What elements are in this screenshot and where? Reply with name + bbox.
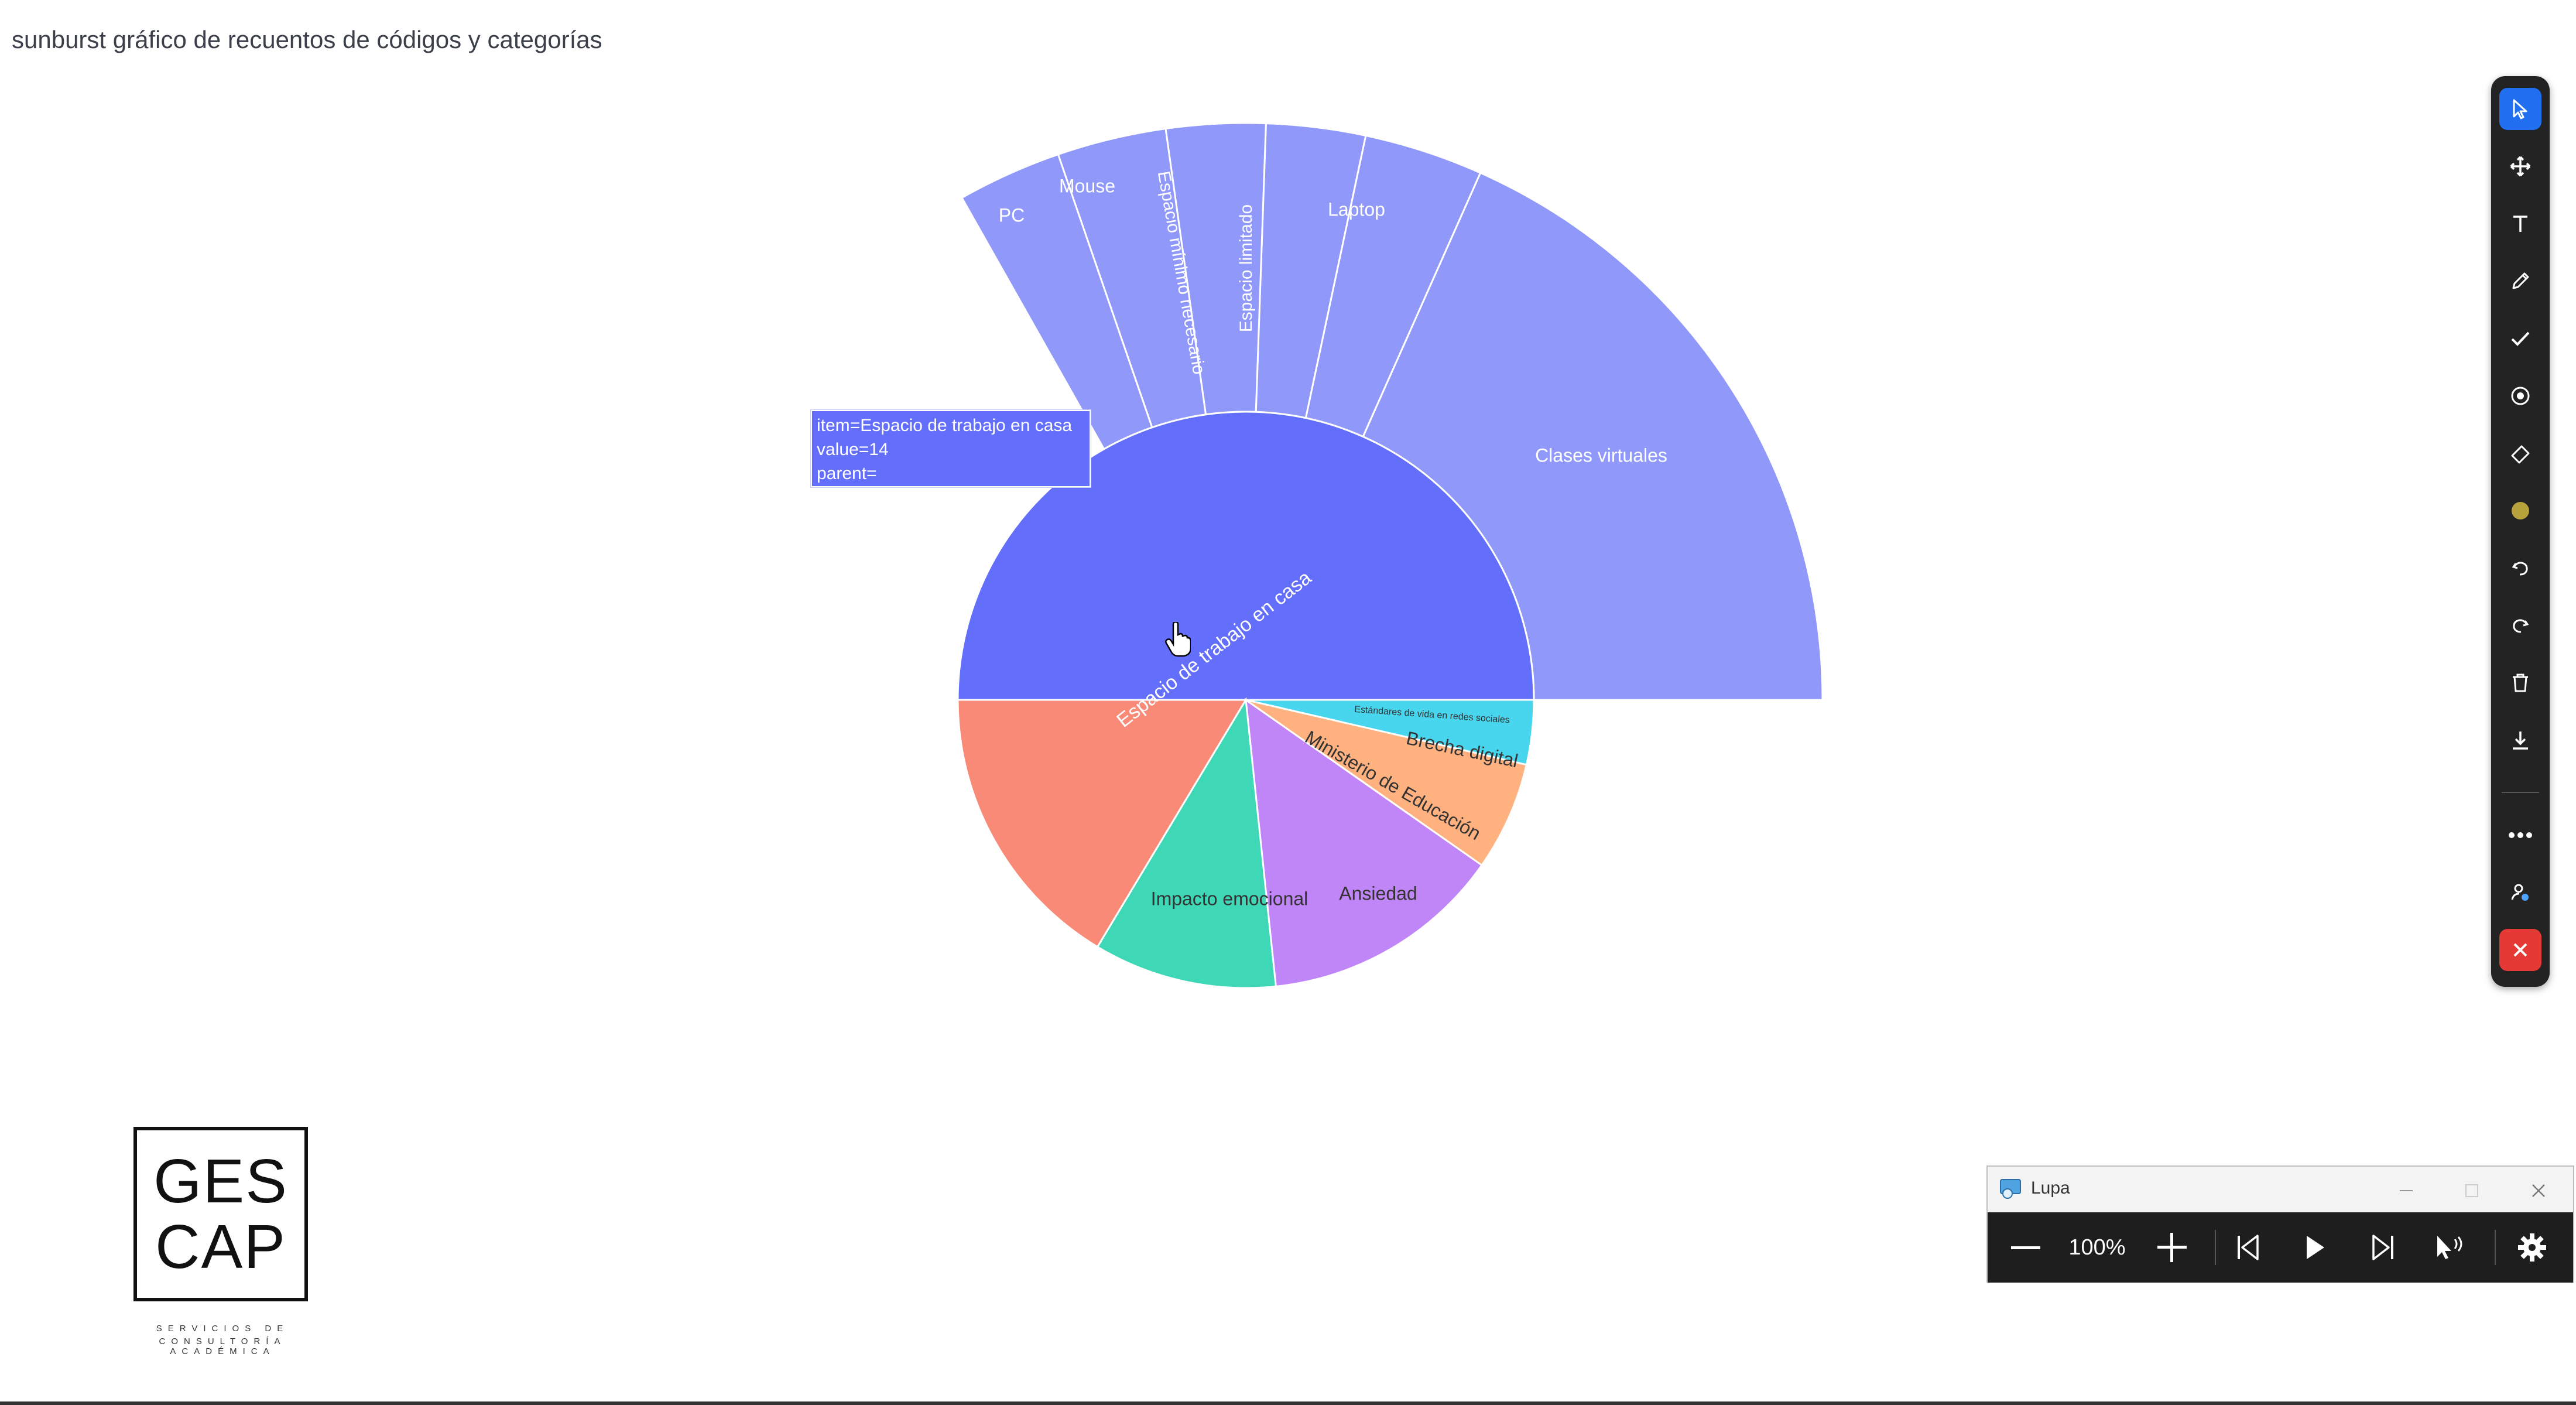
slice-label-pc: PC [999, 204, 1025, 225]
slice-label-impacto-emocional: Impacto emocional [1151, 888, 1308, 909]
gescap-logo: GES CAP [133, 1127, 308, 1301]
slice-label-mouse: Mouse [1059, 175, 1115, 196]
hover-line-parent: parent= [817, 464, 877, 483]
eraser-icon[interactable] [2499, 432, 2541, 474]
magnifier-controls: 100% [1988, 1212, 2573, 1283]
download-icon[interactable] [2499, 719, 2541, 761]
page-title: sunburst gráfico de recuentos de códigos… [12, 26, 602, 53]
taskbar-edge [0, 1401, 2576, 1405]
move-icon[interactable] [2499, 145, 2541, 187]
hover-tooltip: item=Espacio de trabajo en casa value=14… [811, 410, 1091, 487]
separator [2215, 1230, 2216, 1265]
settings-button[interactable] [2509, 1225, 2556, 1270]
slice-label-laptop: Laptop [1328, 199, 1385, 220]
skip-forward-icon [2372, 1235, 2393, 1260]
slice-brecha-digital[interactable] [1245, 699, 1528, 867]
slice-ministerio-de-educacion[interactable] [1245, 698, 1484, 987]
logo-subtitle-1: SERVICIOS DE [156, 1324, 289, 1334]
zoom-out-button[interactable] [2005, 1225, 2046, 1270]
trash-icon[interactable] [2499, 662, 2541, 704]
next-button[interactable] [2362, 1225, 2403, 1270]
read-from-pointer-button[interactable] [2430, 1225, 2471, 1270]
hand-cursor-icon [1165, 622, 1191, 657]
annotation-toolbar [2491, 76, 2550, 987]
more-icon[interactable] [2499, 814, 2541, 856]
magnifier-app-icon [2000, 1179, 2021, 1199]
text-icon[interactable] [2499, 203, 2541, 245]
pen-icon[interactable] [2499, 260, 2541, 302]
gear-icon [2518, 1233, 2546, 1262]
logo-subtitle-2: CONSULTORÍA ACADÉMICA [159, 1336, 286, 1356]
slice-impacto-emocional[interactable] [957, 699, 1248, 948]
pointer-speaker-icon [2437, 1236, 2462, 1259]
target-icon[interactable] [2499, 375, 2541, 417]
plus-icon [2157, 1233, 2187, 1262]
hover-line-value: value=14 [817, 440, 889, 459]
check-icon[interactable] [2499, 317, 2541, 360]
logo-line-2: CAP [155, 1212, 286, 1281]
color-icon[interactable] [2499, 490, 2541, 532]
magnifier-titlebar[interactable]: Lupa [1988, 1167, 2573, 1212]
separator [2495, 1230, 2496, 1265]
slice-label-ansiedad: Ansiedad [1339, 883, 1417, 904]
hover-line-item: item=Espacio de trabajo en casa [817, 416, 1073, 435]
slice-ansiedad[interactable] [1096, 697, 1277, 989]
zoom-level: 100% [2068, 1235, 2126, 1260]
select-icon[interactable] [2499, 88, 2541, 130]
previous-button[interactable] [2228, 1225, 2269, 1270]
undo-icon[interactable] [2499, 547, 2541, 589]
skip-back-icon [2238, 1235, 2259, 1260]
window-close-icon[interactable] [2530, 1182, 2547, 1199]
minus-icon [2011, 1246, 2040, 1249]
slice-estandares-de-vida-en-redes-sociales[interactable] [1245, 699, 1535, 766]
slice-label-espacio-limitado: Espacio limitado [1236, 204, 1256, 332]
maximize-icon[interactable] [2463, 1182, 2481, 1199]
toolbar-divider [2502, 792, 2539, 793]
slice-label-clases-virtuales: Clases virtuales [1535, 445, 1667, 466]
magnifier-title: Lupa [2031, 1178, 2070, 1198]
play-icon [2307, 1236, 2324, 1259]
minimize-icon[interactable] [2397, 1182, 2415, 1199]
close-icon[interactable] [2499, 929, 2541, 971]
user-icon[interactable] [2499, 871, 2541, 914]
zoom-in-button[interactable] [2152, 1225, 2193, 1270]
logo-line-1: GES [153, 1147, 288, 1216]
redo-icon[interactable] [2499, 604, 2541, 647]
play-button[interactable] [2295, 1225, 2336, 1270]
magnifier-window: Lupa 100% [1986, 1165, 2574, 1283]
